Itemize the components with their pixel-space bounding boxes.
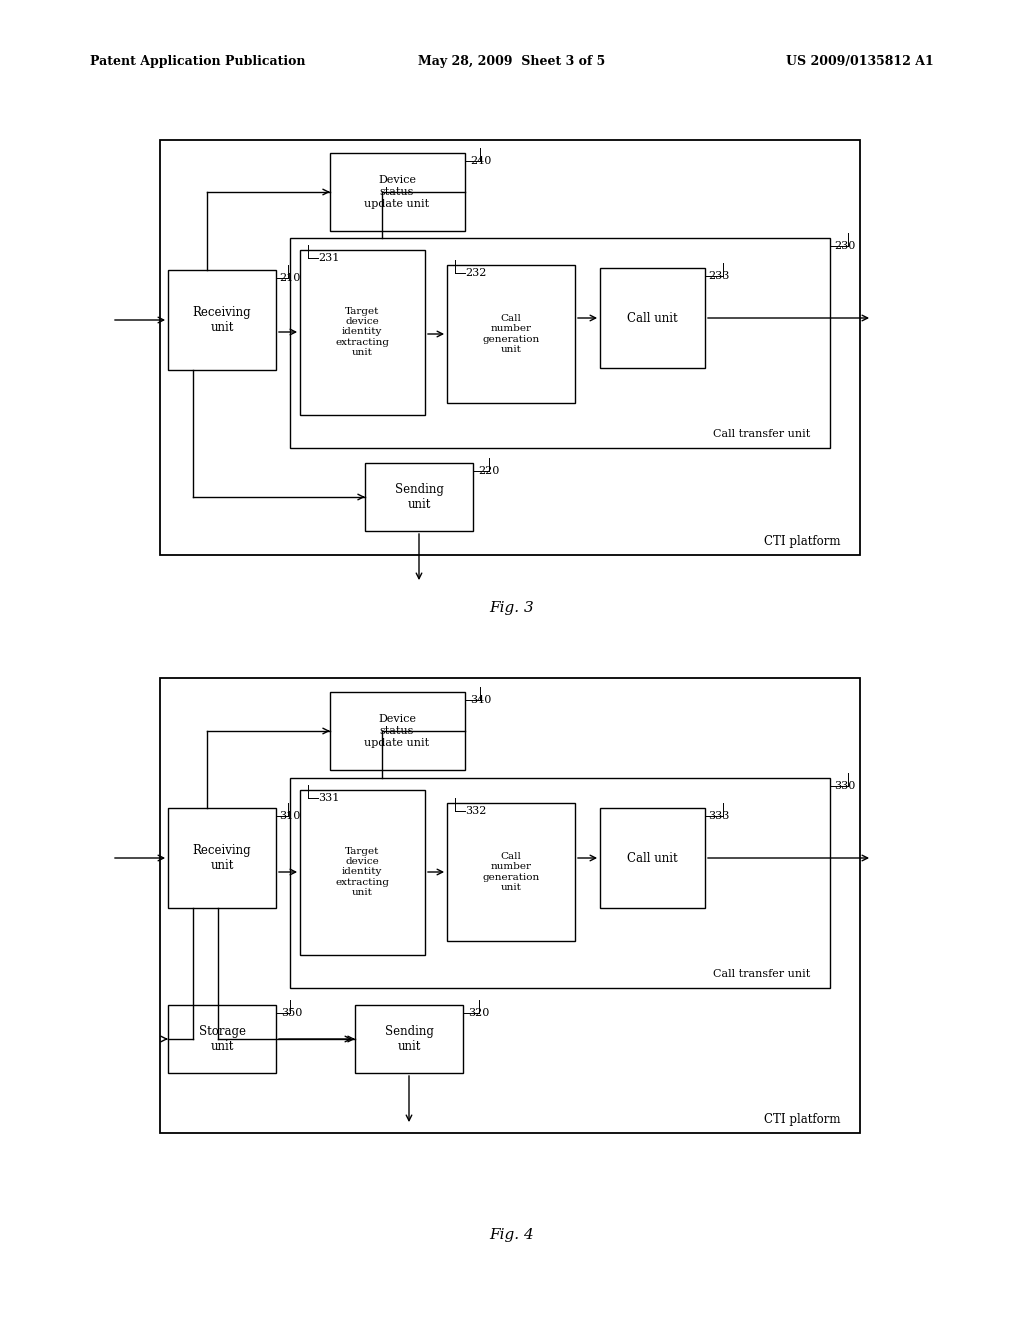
Bar bbox=[447, 803, 575, 941]
Text: 332: 332 bbox=[465, 807, 486, 816]
Text: May 28, 2009  Sheet 3 of 5: May 28, 2009 Sheet 3 of 5 bbox=[419, 55, 605, 69]
Text: Call transfer unit: Call transfer unit bbox=[714, 969, 811, 979]
Text: Call unit: Call unit bbox=[627, 312, 677, 325]
Text: Call
number
generation
unit: Call number generation unit bbox=[482, 314, 540, 354]
Text: 310: 310 bbox=[279, 810, 300, 821]
Text: Call
number
generation
unit: Call number generation unit bbox=[482, 851, 540, 892]
Bar bbox=[290, 777, 830, 987]
Bar bbox=[160, 678, 860, 1133]
Text: 330: 330 bbox=[834, 781, 855, 791]
Bar bbox=[168, 1005, 276, 1073]
Bar bbox=[365, 463, 473, 531]
Bar bbox=[168, 271, 276, 370]
Text: Sending
unit: Sending unit bbox=[385, 1026, 433, 1053]
Bar bbox=[290, 238, 830, 447]
Text: 340: 340 bbox=[470, 696, 492, 705]
Text: Patent Application Publication: Patent Application Publication bbox=[90, 55, 305, 69]
Text: Fig. 4: Fig. 4 bbox=[489, 1228, 535, 1242]
Text: 233: 233 bbox=[708, 271, 729, 281]
Text: 240: 240 bbox=[470, 156, 492, 166]
Bar bbox=[355, 1005, 463, 1073]
Text: 232: 232 bbox=[465, 268, 486, 279]
Text: Receiving
unit: Receiving unit bbox=[193, 306, 251, 334]
Bar bbox=[330, 692, 465, 770]
Text: 210: 210 bbox=[279, 273, 300, 282]
Bar bbox=[600, 268, 705, 368]
Text: 333: 333 bbox=[708, 810, 729, 821]
Text: Storage
unit: Storage unit bbox=[199, 1026, 246, 1053]
Text: Fig. 3: Fig. 3 bbox=[489, 601, 535, 615]
Text: Device
status
update unit: Device status update unit bbox=[365, 176, 429, 209]
Bar bbox=[300, 249, 425, 414]
Text: Device
status
update unit: Device status update unit bbox=[365, 714, 429, 747]
Bar bbox=[447, 265, 575, 403]
Bar bbox=[300, 789, 425, 954]
Text: 320: 320 bbox=[468, 1008, 489, 1018]
Bar bbox=[168, 808, 276, 908]
Text: 231: 231 bbox=[318, 253, 339, 263]
Bar bbox=[160, 140, 860, 554]
Text: Call transfer unit: Call transfer unit bbox=[714, 429, 811, 440]
Text: CTI platform: CTI platform bbox=[764, 1113, 841, 1126]
Text: 350: 350 bbox=[281, 1008, 302, 1018]
Text: Target
device
identity
extracting
unit: Target device identity extracting unit bbox=[335, 846, 389, 898]
Text: Receiving
unit: Receiving unit bbox=[193, 843, 251, 873]
Bar bbox=[600, 808, 705, 908]
Text: 230: 230 bbox=[834, 242, 855, 251]
Text: Target
device
identity
extracting
unit: Target device identity extracting unit bbox=[335, 306, 389, 358]
Text: 220: 220 bbox=[478, 466, 500, 477]
Bar bbox=[330, 153, 465, 231]
Text: Sending
unit: Sending unit bbox=[394, 483, 443, 511]
Text: CTI platform: CTI platform bbox=[764, 535, 841, 548]
Text: 331: 331 bbox=[318, 793, 339, 803]
Text: US 2009/0135812 A1: US 2009/0135812 A1 bbox=[786, 55, 934, 69]
Text: Call unit: Call unit bbox=[627, 851, 677, 865]
